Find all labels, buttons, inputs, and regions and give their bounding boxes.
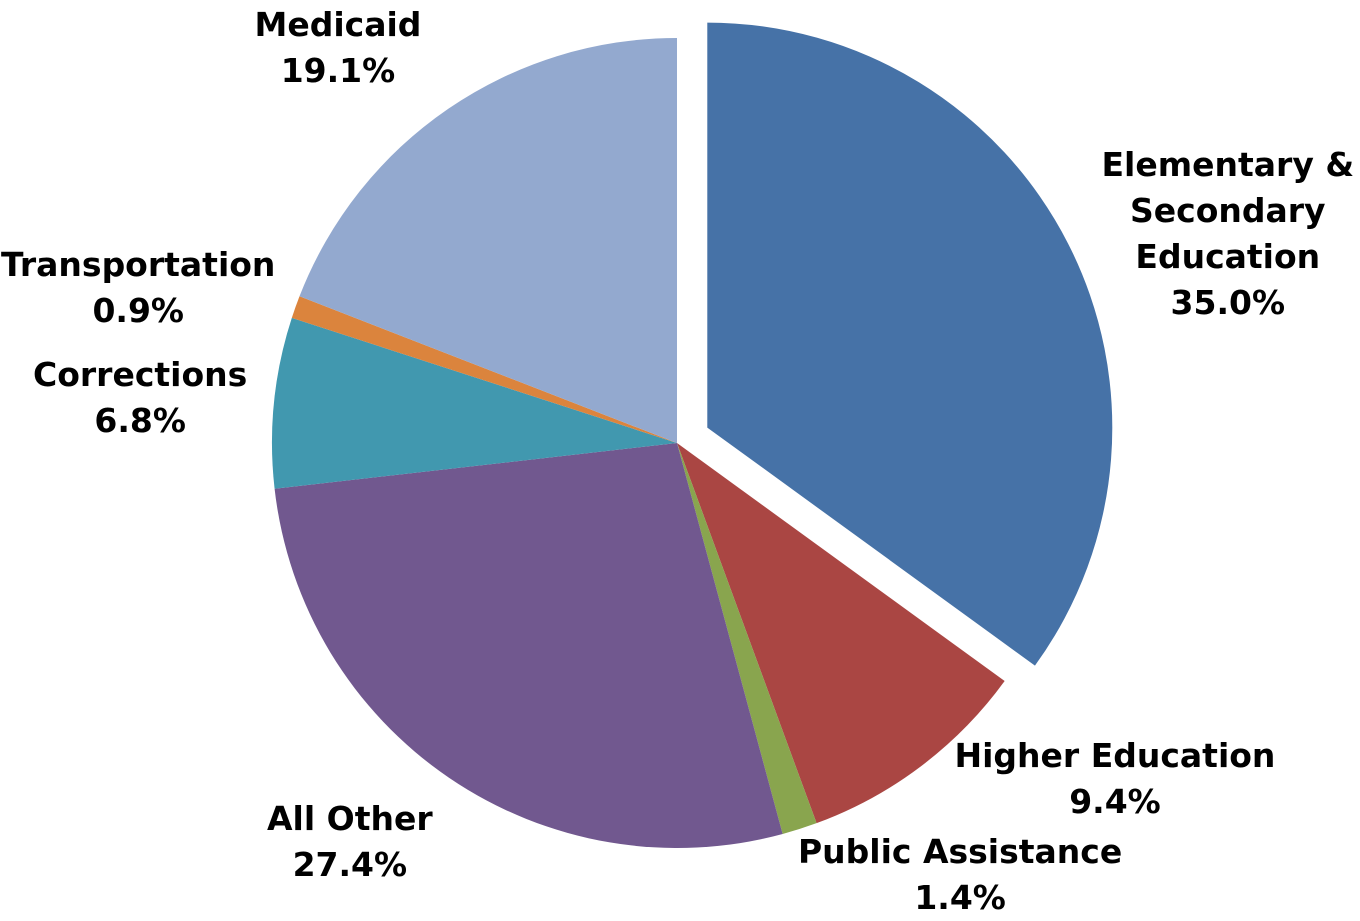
slice-label-name: Elementary &: [1102, 142, 1355, 188]
slice-label-value: 19.1%: [255, 48, 422, 94]
slice-label-name: Public Assistance: [798, 829, 1122, 875]
slice-label-value: 1.4%: [798, 875, 1122, 921]
slice-label-elementary-secondary-education: Elementary & Secondary Education 35.0%: [1102, 142, 1355, 326]
slice-label-corrections: Corrections 6.8%: [33, 352, 247, 444]
slice-label-name: Higher Education: [955, 733, 1276, 779]
slice-label-value: 9.4%: [955, 779, 1276, 825]
slice-label-transportation: Transportation 0.9%: [1, 242, 275, 334]
slice-label-public-assistance: Public Assistance 1.4%: [798, 829, 1122, 921]
slice-label-value: 35.0%: [1102, 280, 1355, 326]
slice-label-name: Secondary: [1102, 188, 1355, 234]
slice-label-name: All Other: [267, 796, 433, 842]
slice-label-value: 6.8%: [33, 398, 247, 444]
slice-label-name: Medicaid: [255, 2, 422, 48]
slice-label-all-other: All Other 27.4%: [267, 796, 433, 888]
slice-label-value: 27.4%: [267, 842, 433, 888]
slice-label-name: Transportation: [1, 242, 275, 288]
slice-label-name: Corrections: [33, 352, 247, 398]
slice-label-higher-education: Higher Education 9.4%: [955, 733, 1276, 825]
slice-label-value: 0.9%: [1, 288, 275, 334]
slice-label-medicaid: Medicaid 19.1%: [255, 2, 422, 94]
slice-label-name: Education: [1102, 234, 1355, 280]
